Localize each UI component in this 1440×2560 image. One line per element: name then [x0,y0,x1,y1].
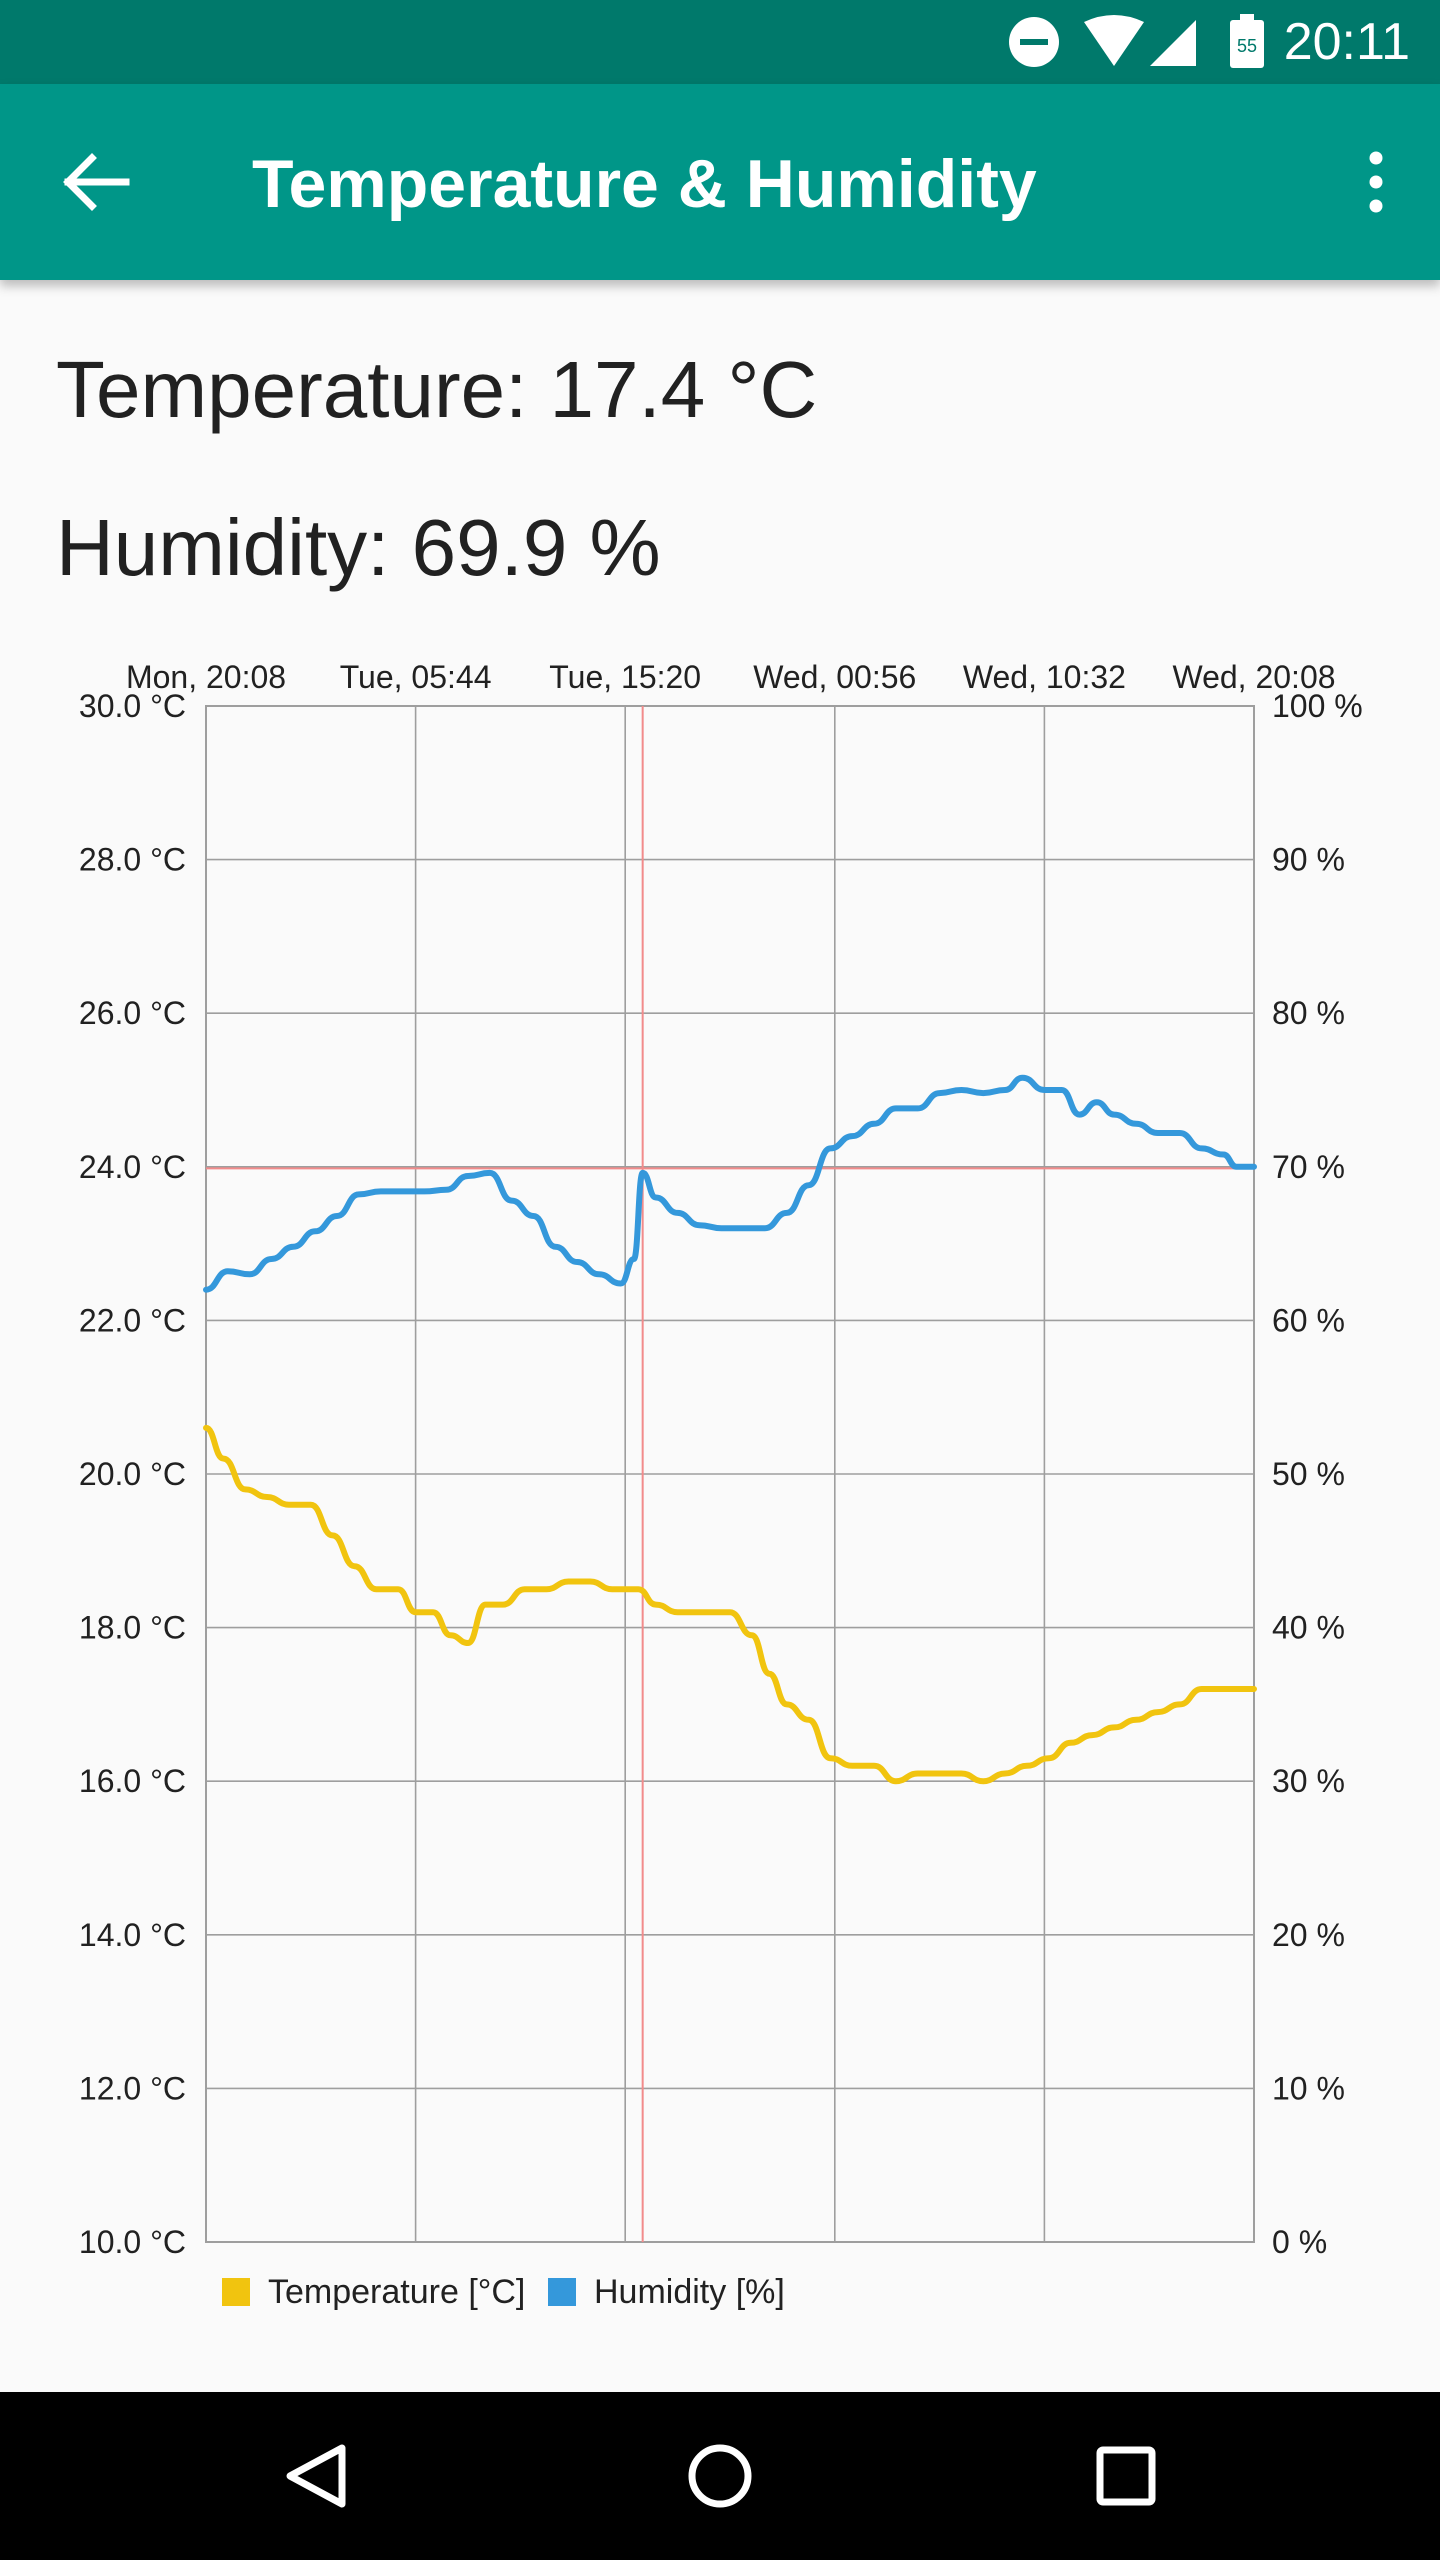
x-tick-label: Wed, 10:32 [963,659,1126,695]
status-time: 20:11 [1283,13,1410,71]
do-not-disturb-icon [1009,17,1059,67]
battery-icon: 55 [1230,14,1264,68]
y-right-tick-label: 90 % [1272,842,1345,878]
y-left-tick-label: 18.0 °C [79,1610,186,1646]
y-right-tick-label: 80 % [1272,995,1345,1031]
y-right-tick-label: 70 % [1272,1149,1345,1185]
y-left-tick-label: 14.0 °C [79,1917,186,1953]
legend-label: Temperature [°C] [268,2273,525,2311]
arrow-back-icon[interactable] [56,142,136,222]
y-right-tick-label: 0 % [1272,2224,1327,2260]
y-right-tick-label: 60 % [1272,1302,1345,1338]
status-bar: 55 20:11 [0,0,1440,84]
more-vert-icon[interactable] [1352,142,1400,222]
nav-recents-icon[interactable] [1076,2426,1176,2526]
page-title: Temperature & Humidity [252,146,1037,222]
nav-home-icon[interactable] [670,2426,770,2526]
temperature-series-line [203,1424,1257,1785]
x-tick-label: Tue, 15:20 [549,659,701,695]
y-right-tick-label: 10 % [1272,2070,1345,2106]
y-left-tick-label: 30.0 °C [79,688,186,724]
legend-label: Humidity [%] [594,2273,785,2311]
y-left-tick-label: 24.0 °C [79,1149,186,1185]
x-tick-label: Mon, 20:08 [126,659,286,695]
y-right-tick-label: 30 % [1272,1763,1345,1799]
x-tick-label: Wed, 20:08 [1172,659,1335,695]
y-right-tick-label: 40 % [1272,1610,1345,1646]
wifi-icon [1084,15,1144,66]
signal-icon [1150,20,1196,66]
y-left-tick-label: 26.0 °C [79,995,186,1031]
humidity-readout: Humidity: 69.9 % [56,503,661,592]
status-icons: 55 [1009,14,1264,68]
y-left-tick-label: 22.0 °C [79,1302,186,1338]
y-left-tick-label: 12.0 °C [79,2070,186,2106]
x-tick-label: Wed, 00:56 [753,659,916,695]
y-left-tick-label: 28.0 °C [79,842,186,878]
nav-back-icon[interactable] [266,2426,366,2526]
legend-swatch [548,2278,576,2306]
humidity-series-line [203,1074,1257,1293]
y-right-tick-label: 50 % [1272,1456,1345,1492]
temperature-humidity-chart[interactable]: 30.0 °C 100 % 28.0 °C 90 % 26.0 °C 80 % 24.0 °… [0,620,1440,2340]
app-bar: Temperature & Humidity [0,84,1440,280]
navigation-bar [0,2392,1440,2560]
y-right-tick-label: 100 % [1272,688,1363,724]
temperature-readout: Temperature: 17.4 °C [56,345,818,434]
y-right-tick-label: 20 % [1272,1917,1345,1953]
legend-swatch [222,2278,250,2306]
y-left-tick-label: 16.0 °C [79,1763,186,1799]
x-tick-label: Tue, 05:44 [340,659,492,695]
y-left-tick-label: 20.0 °C [79,1456,186,1492]
y-left-tick-label: 10.0 °C [79,2224,186,2260]
svg-text:55: 55 [1237,36,1257,56]
